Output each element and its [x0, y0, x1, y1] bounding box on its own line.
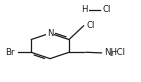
Text: N: N: [47, 29, 53, 38]
Text: Br: Br: [5, 48, 14, 57]
Text: Cl: Cl: [86, 20, 95, 30]
Text: Cl: Cl: [103, 5, 111, 14]
Text: ·Cl: ·Cl: [114, 48, 125, 57]
Text: 2: 2: [109, 52, 113, 57]
Text: H: H: [81, 5, 88, 14]
Text: NH: NH: [104, 48, 117, 57]
